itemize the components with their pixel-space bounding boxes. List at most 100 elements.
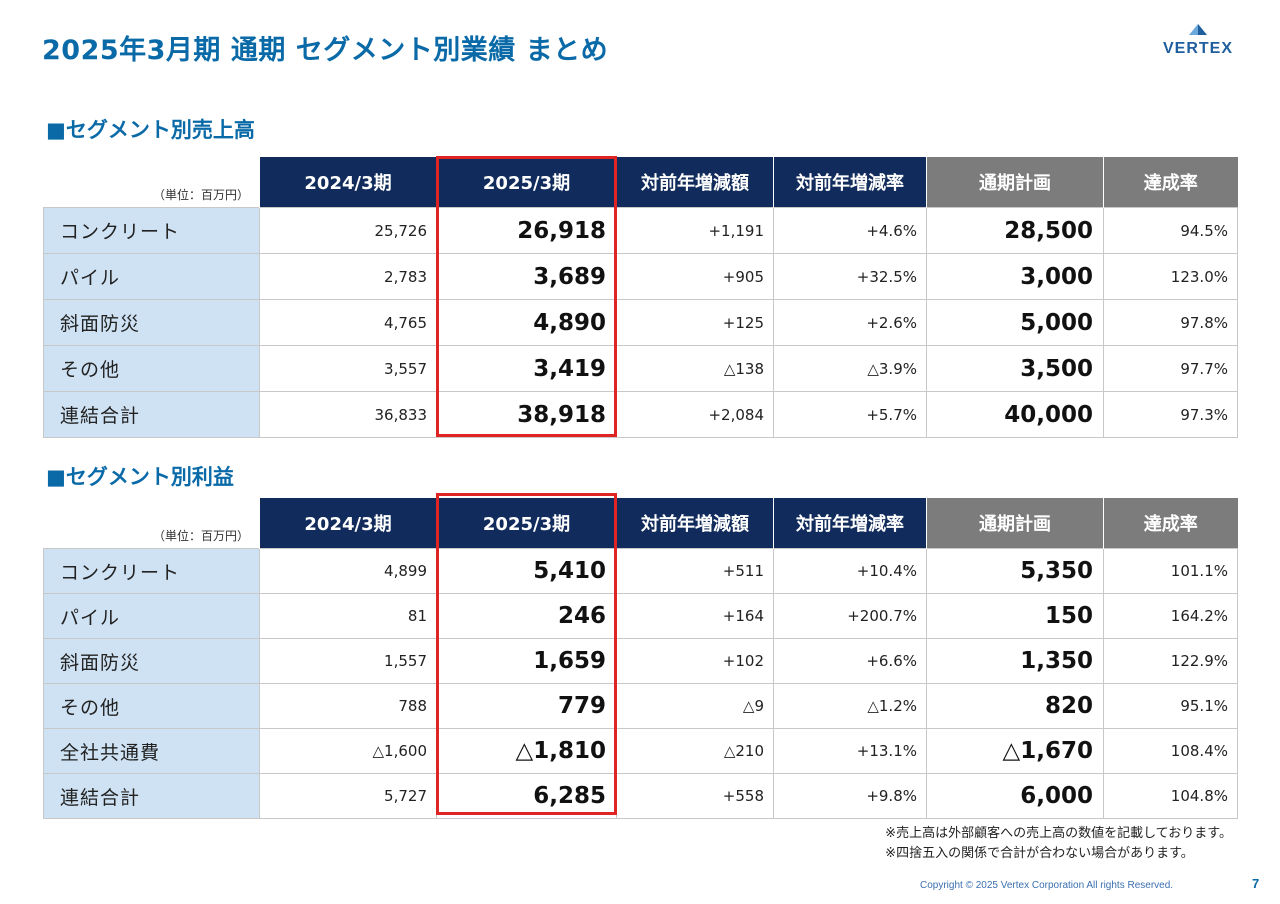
table-cell: 820 xyxy=(926,683,1104,729)
table-cell: +4.6% xyxy=(773,207,927,254)
table-cell: △210 xyxy=(616,728,774,774)
table-cell: 40,000 xyxy=(926,391,1104,438)
unit-label: （単位：百万円） xyxy=(43,157,260,208)
table-cell: 6,000 xyxy=(926,773,1104,819)
table-cell: 38,918 xyxy=(436,391,617,438)
col-header-yoy-amount: 対前年増減額 xyxy=(616,498,774,549)
table-cell: 3,557 xyxy=(259,345,437,392)
table-cell: 6,285 xyxy=(436,773,617,819)
table-row: その他 788 779 △9 △1.2% 820 95.1% xyxy=(43,683,1238,729)
table-row-total: 連結合計 36,833 38,918 +2,084 +5.7% 40,000 9… xyxy=(43,391,1238,438)
table-cell: 5,350 xyxy=(926,548,1104,594)
table-cell: +13.1% xyxy=(773,728,927,774)
table-cell: +9.8% xyxy=(773,773,927,819)
col-header-plan: 通期計画 xyxy=(926,157,1104,208)
table-row: 斜面防災 1,557 1,659 +102 +6.6% 1,350 122.9% xyxy=(43,638,1238,684)
table-cell: 108.4% xyxy=(1103,728,1238,774)
table-cell: 95.1% xyxy=(1103,683,1238,729)
table-cell: +125 xyxy=(616,299,774,346)
table-cell: 3,000 xyxy=(926,253,1104,300)
table-cell: 36,833 xyxy=(259,391,437,438)
page-title: 2025年3月期 通期 セグメント別業績 まとめ xyxy=(42,35,609,66)
table-cell: +32.5% xyxy=(773,253,927,300)
copyright: Copyright © 2025 Vertex Corporation All … xyxy=(920,880,1174,891)
table-cell: 123.0% xyxy=(1103,253,1238,300)
unit-label: （単位：百万円） xyxy=(43,498,260,549)
table-row-total: 連結合計 5,727 6,285 +558 +9.8% 6,000 104.8% xyxy=(43,773,1238,819)
col-header-yoy-rate: 対前年増減率 xyxy=(773,498,927,549)
table-row: パイル 81 246 +164 +200.7% 150 164.2% xyxy=(43,593,1238,639)
row-label: その他 xyxy=(43,345,260,392)
table-cell: +6.6% xyxy=(773,638,927,684)
row-label: パイル xyxy=(43,253,260,300)
table-cell: 97.8% xyxy=(1103,299,1238,346)
table-cell: △1,670 xyxy=(926,728,1104,774)
table-cell: 1,659 xyxy=(436,638,617,684)
table-row: 斜面防災 4,765 4,890 +125 +2.6% 5,000 97.8% xyxy=(43,299,1238,346)
table-cell: 1,557 xyxy=(259,638,437,684)
table-cell: +164 xyxy=(616,593,774,639)
row-label: 斜面防災 xyxy=(43,299,260,346)
col-header-achievement: 達成率 xyxy=(1103,498,1238,549)
table-row: コンクリート 4,899 5,410 +511 +10.4% 5,350 101… xyxy=(43,548,1238,594)
table-cell: 4,765 xyxy=(259,299,437,346)
vertex-logo: VERTEX xyxy=(1148,22,1248,58)
sales-section-title: ■セグメント別売上高 xyxy=(46,118,255,142)
profit-section-title: ■セグメント別利益 xyxy=(46,465,234,489)
sales-header-row: （単位：百万円） 2024/3期 2025/3期 対前年増減額 対前年増減率 通… xyxy=(43,157,1238,208)
table-cell: +10.4% xyxy=(773,548,927,594)
col-header-yoy-amount: 対前年増減額 xyxy=(616,157,774,208)
table-cell: 101.1% xyxy=(1103,548,1238,594)
table-cell: 97.3% xyxy=(1103,391,1238,438)
table-cell: △3.9% xyxy=(773,345,927,392)
row-label: 連結合計 xyxy=(43,773,260,819)
table-row: その他 3,557 3,419 △138 △3.9% 3,500 97.7% xyxy=(43,345,1238,392)
footnotes: ※売上高は外部顧客への売上高の数値を記載しております。 ※四捨五入の関係で合計が… xyxy=(885,824,1232,864)
table-cell: 94.5% xyxy=(1103,207,1238,254)
table-cell: △1,600 xyxy=(259,728,437,774)
table-cell: 3,500 xyxy=(926,345,1104,392)
col-header-current-year: 2025/3期 xyxy=(436,498,617,549)
footnote: ※四捨五入の関係で合計が合わない場合があります。 xyxy=(885,846,1194,861)
col-header-plan: 通期計画 xyxy=(926,498,1104,549)
table-cell: 4,899 xyxy=(259,548,437,594)
table-cell: 779 xyxy=(436,683,617,729)
row-label: 斜面防災 xyxy=(43,638,260,684)
table-cell: 246 xyxy=(436,593,617,639)
table-cell: +2,084 xyxy=(616,391,774,438)
table-cell: +558 xyxy=(616,773,774,819)
table-cell: +511 xyxy=(616,548,774,594)
col-header-prev-year: 2024/3期 xyxy=(259,157,437,208)
table-cell: +2.6% xyxy=(773,299,927,346)
table-cell: 25,726 xyxy=(259,207,437,254)
table-cell: 122.9% xyxy=(1103,638,1238,684)
page-number: 7 xyxy=(1252,876,1260,891)
profit-table: （単位：百万円） 2024/3期 2025/3期 対前年増減額 対前年増減率 通… xyxy=(43,498,1238,819)
table-row: コンクリート 25,726 26,918 +1,191 +4.6% 28,500… xyxy=(43,207,1238,254)
row-label: 連結合計 xyxy=(43,391,260,438)
profit-header-row: （単位：百万円） 2024/3期 2025/3期 対前年増減額 対前年増減率 通… xyxy=(43,498,1238,549)
table-cell: 164.2% xyxy=(1103,593,1238,639)
table-cell: 81 xyxy=(259,593,437,639)
table-cell: △9 xyxy=(616,683,774,729)
table-cell: △1.2% xyxy=(773,683,927,729)
table-cell: 104.8% xyxy=(1103,773,1238,819)
table-cell: 1,350 xyxy=(926,638,1104,684)
table-cell: 3,419 xyxy=(436,345,617,392)
row-label: コンクリート xyxy=(43,207,260,254)
table-cell: +905 xyxy=(616,253,774,300)
table-cell: +1,191 xyxy=(616,207,774,254)
table-cell: +102 xyxy=(616,638,774,684)
table-cell: 28,500 xyxy=(926,207,1104,254)
row-label: その他 xyxy=(43,683,260,729)
svg-text:VERTEX: VERTEX xyxy=(1163,40,1233,57)
row-label: パイル xyxy=(43,593,260,639)
row-label: コンクリート xyxy=(43,548,260,594)
col-header-prev-year: 2024/3期 xyxy=(259,498,437,549)
table-cell: 788 xyxy=(259,683,437,729)
table-cell: 97.7% xyxy=(1103,345,1238,392)
table-cell: 5,000 xyxy=(926,299,1104,346)
sales-table: （単位：百万円） 2024/3期 2025/3期 対前年増減額 対前年増減率 通… xyxy=(43,157,1238,438)
table-cell: 2,783 xyxy=(259,253,437,300)
table-cell: +200.7% xyxy=(773,593,927,639)
